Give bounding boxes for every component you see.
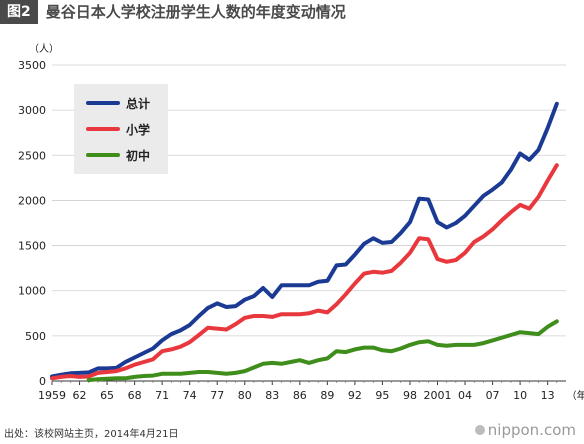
x-tick-label: 04 xyxy=(458,389,472,402)
x-tick-label: 86 xyxy=(293,389,307,402)
x-tick-label: 10 xyxy=(513,389,527,402)
x-tick-label: 62 xyxy=(73,389,87,402)
legend-label: 总计 xyxy=(126,96,150,111)
x-tick-label: 77 xyxy=(210,389,224,402)
source-note: 出处：该校网站主页，2014年4月21日 xyxy=(4,429,179,440)
y-tick-label: 0 xyxy=(39,375,46,388)
figure-title: 曼谷日本人学校注册学生人数的年度变动情况 xyxy=(45,3,346,21)
y-tick-label: 3500 xyxy=(18,59,46,72)
x-tick-label: 74 xyxy=(183,389,197,402)
legend-label: 初中 xyxy=(126,148,150,163)
x-tick-label: 98 xyxy=(403,389,417,402)
x-tick-label: 80 xyxy=(238,389,252,402)
x-tick-label: 2001 xyxy=(424,389,452,402)
x-tick-label: 92 xyxy=(348,389,362,402)
brand-text: nippon.com xyxy=(487,421,576,439)
x-tick-label: 89 xyxy=(320,389,334,402)
series-line-1 xyxy=(50,163,559,381)
x-tick-label: 65 xyxy=(100,389,114,402)
y-tick-label: 1000 xyxy=(18,285,46,298)
line-chart: 0 500 1000 1500 2000 2500 3000 3500 （人） 1959 62 65 6… xyxy=(18,43,584,402)
series-line-2 xyxy=(86,319,559,383)
legend-label: 小学 xyxy=(126,122,150,137)
y-tick-label: 1500 xyxy=(18,240,46,253)
x-axis-label: （年） xyxy=(567,389,584,402)
x-tick-label: 13 xyxy=(541,389,555,402)
x-tick-label: 1959 xyxy=(38,389,66,402)
x-tick-label: 83 xyxy=(265,389,279,402)
figure-tag: 图2 xyxy=(0,0,38,24)
y-tick-label: 2000 xyxy=(18,194,46,207)
y-tick-label: 500 xyxy=(25,330,46,343)
figure-header: 图2 曼谷日本人学校注册学生人数的年度变动情况 xyxy=(0,0,346,24)
x-tick-label: 07 xyxy=(486,389,500,402)
x-tick-label: 95 xyxy=(375,389,389,402)
series-line-0 xyxy=(50,101,559,379)
brand-dot-icon xyxy=(474,425,485,435)
y-axis-label: （人） xyxy=(29,43,59,55)
y-tick-label: 3000 xyxy=(18,104,46,117)
x-tick-label: 71 xyxy=(155,389,169,402)
brand-logo: nippon.com xyxy=(474,421,576,439)
x-tick-label: 68 xyxy=(128,389,142,402)
y-tick-label: 2500 xyxy=(18,149,46,162)
